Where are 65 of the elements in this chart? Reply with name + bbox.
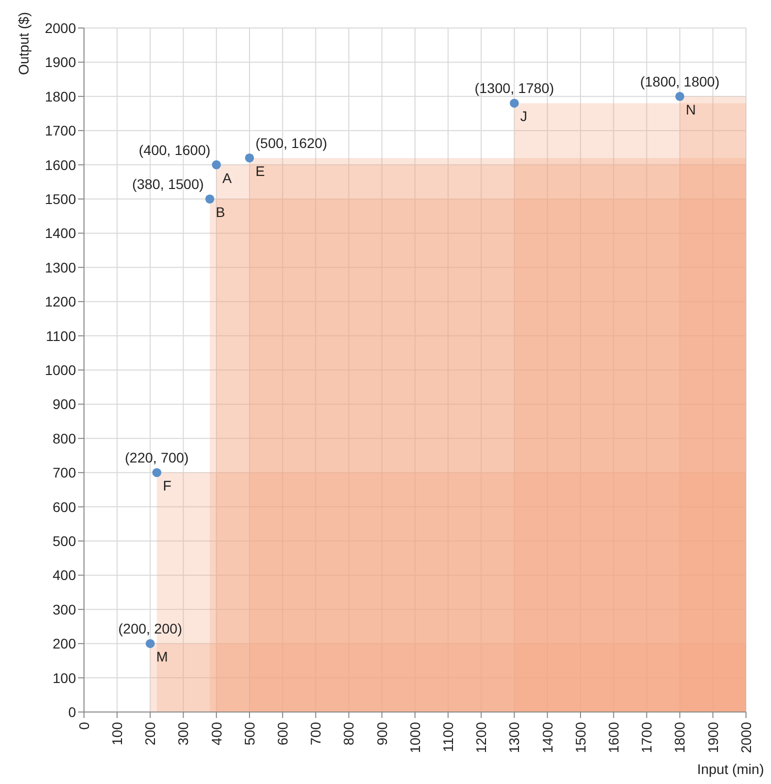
annotation: F [162,478,172,494]
x-tick-label: 1300 [506,722,522,754]
annotation: B [216,204,226,220]
x-tick-label: 100 [109,722,126,746]
point [675,92,684,101]
x-axis-title: Input (min) [697,761,764,777]
x-tick-label: 1700 [638,722,655,754]
point [212,160,221,170]
point [205,194,214,204]
x-tick-label: 1500 [572,722,588,754]
y-tick-label: 400 [52,567,76,584]
annotation: E [256,162,265,179]
point [152,468,162,478]
x-tick-label: 1600 [606,722,622,754]
x-tick-label: 800 [340,722,357,746]
x-tick-label: 1100 [440,722,456,752]
x-tick-label: 1000 [406,722,423,754]
y-tick-label: 600 [52,498,76,515]
y-tick-label: 100 [52,670,76,686]
annotation: J [520,108,528,124]
y-tick-label: 1400 [44,225,76,242]
point [146,639,155,648]
annotation: A [222,170,232,186]
y-tick-label: 700 [52,464,76,481]
x-tick-label: 900 [374,722,390,746]
x-tick-label: 1200 [473,722,490,754]
annotation: (1800, 1800) [640,73,720,90]
y-tick-label: 1900 [44,54,76,70]
annotation: (500, 1620) [256,134,328,151]
x-tick-label: 600 [274,722,291,746]
y-tick-label: 0 [68,704,76,720]
x-tick-label: 700 [308,722,324,746]
x-tick-label: 1900 [704,722,721,754]
y-tick-label: 1300 [44,259,76,276]
y-tick-label: 800 [52,430,76,446]
y-tick-label: 300 [52,601,76,618]
y-tick-label: 1000 [44,362,76,378]
annotation: (380, 1500) [132,176,204,192]
annotation: M [156,648,168,665]
y-tick-label: 1700 [44,122,76,139]
y-tick-label: 1600 [44,156,76,173]
x-tick-label: 2000 [738,722,754,754]
y-tick-label: 1800 [44,88,76,104]
y-tick-label: 1100 [46,328,76,344]
point [510,98,519,108]
y-axis-title: Output ($) [15,12,32,76]
point [244,153,254,162]
y-tick-label: 200 [52,636,76,652]
y-tick-label: 500 [52,532,76,549]
y-tick-label: 2000 [44,20,76,36]
y-tick-label: 1200 [44,294,76,310]
x-tick-label: 400 [208,722,224,746]
x-tick-label: 0 [76,722,92,730]
x-tick-label: 1800 [672,722,688,754]
annotation: N [686,101,696,118]
x-tick-label: 200 [142,722,158,746]
x-tick-label: 1400 [539,722,556,754]
annotation: (200, 200) [118,620,182,637]
x-tick-label: 500 [241,722,258,746]
annotation: (400, 1600) [138,142,210,158]
annotation: (1300, 1780) [474,80,554,96]
y-tick-label: 900 [52,396,76,412]
annotation: (220, 700) [124,450,189,466]
y-tick-label: 1500 [44,190,76,207]
x-tick-label: 300 [175,722,192,746]
